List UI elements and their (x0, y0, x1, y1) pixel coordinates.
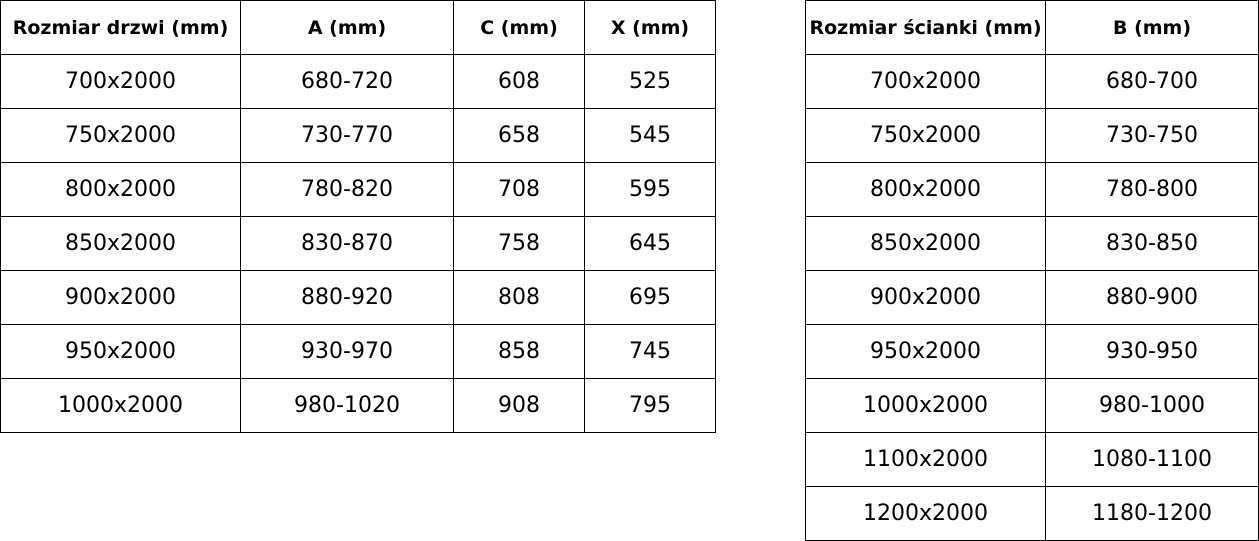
table-cell: 980-1000 (1045, 378, 1259, 433)
column-header: A (mm) (240, 0, 454, 55)
table-row: 800x2000 780-800 (805, 162, 1259, 217)
table-cell: 1180-1200 (1045, 486, 1259, 541)
table-cell: 730-750 (1045, 108, 1259, 163)
table-cell: 780-820 (240, 162, 454, 217)
table-cell: 808 (453, 270, 585, 325)
table-cell: 545 (584, 108, 716, 163)
table-cell: 900x2000 (0, 270, 241, 325)
table-cell: 950x2000 (805, 324, 1046, 379)
table-cell: 595 (584, 162, 716, 217)
table-cell: 850x2000 (0, 216, 241, 271)
table-cell: 830-850 (1045, 216, 1259, 271)
table-row: 700x2000 680-720 608 525 (0, 54, 716, 109)
table-cell: 795 (584, 378, 716, 433)
table-row: 1000x2000 980-1020 908 795 (0, 378, 716, 433)
column-header: X (mm) (584, 0, 716, 55)
table-cell: 745 (584, 324, 716, 379)
table-row: 1200x2000 1180-1200 (805, 486, 1259, 541)
wall-size-table: Rozmiar ścianki (mm) B (mm) 700x2000 680-7… (805, 0, 1259, 541)
table-row: 950x2000 930-970 858 745 (0, 324, 716, 379)
column-header: Rozmiar ścianki (mm) (805, 0, 1046, 55)
table-cell: 950x2000 (0, 324, 241, 379)
table-cell: 758 (453, 216, 585, 271)
table-row: 850x2000 830-850 (805, 216, 1259, 271)
table-cell: 800x2000 (805, 162, 1046, 217)
table-cell: 680-720 (240, 54, 454, 109)
table-cell: 880-920 (240, 270, 454, 325)
table-cell: 708 (453, 162, 585, 217)
table-cell: 850x2000 (805, 216, 1046, 271)
table-cell: 1200x2000 (805, 486, 1046, 541)
table-cell: 780-800 (1045, 162, 1259, 217)
table-cell: 750x2000 (805, 108, 1046, 163)
table-cell: 525 (584, 54, 716, 109)
table-cell: 658 (453, 108, 585, 163)
table-cell: 700x2000 (0, 54, 241, 109)
table-row: 900x2000 880-900 (805, 270, 1259, 325)
table-cell: 900x2000 (805, 270, 1046, 325)
table-cell: 730-770 (240, 108, 454, 163)
table-cell: 1000x2000 (0, 378, 241, 433)
table-row: 750x2000 730-770 658 545 (0, 108, 716, 163)
column-header: B (mm) (1045, 0, 1259, 55)
table-row: 800x2000 780-820 708 595 (0, 162, 716, 217)
table-cell: 858 (453, 324, 585, 379)
table-cell: 695 (584, 270, 716, 325)
table-cell: 930-970 (240, 324, 454, 379)
header-row: Rozmiar ścianki (mm) B (mm) (805, 0, 1259, 55)
table-cell: 880-900 (1045, 270, 1259, 325)
door-size-table: Rozmiar drzwi (mm) A (mm) C (mm) X (mm) 700… (0, 0, 716, 433)
table-cell: 680-700 (1045, 54, 1259, 109)
table-row: 750x2000 730-750 (805, 108, 1259, 163)
table-cell: 800x2000 (0, 162, 241, 217)
table-row: 900x2000 880-920 808 695 (0, 270, 716, 325)
table-row: 700x2000 680-700 (805, 54, 1259, 109)
table-cell: 1080-1100 (1045, 432, 1259, 487)
header-row: Rozmiar drzwi (mm) A (mm) C (mm) X (mm) (0, 0, 716, 55)
table-cell: 1000x2000 (805, 378, 1046, 433)
table-row: 1000x2000 980-1000 (805, 378, 1259, 433)
table-cell: 930-950 (1045, 324, 1259, 379)
table-row: 1100x2000 1080-1100 (805, 432, 1259, 487)
table-cell: 645 (584, 216, 716, 271)
table-cell: 830-870 (240, 216, 454, 271)
table-cell: 750x2000 (0, 108, 241, 163)
column-header: C (mm) (453, 0, 585, 55)
table-cell: 1100x2000 (805, 432, 1046, 487)
table-cell: 980-1020 (240, 378, 454, 433)
table-row: 950x2000 930-950 (805, 324, 1259, 379)
table-row: 850x2000 830-870 758 645 (0, 216, 716, 271)
table-cell: 608 (453, 54, 585, 109)
table-cell: 700x2000 (805, 54, 1046, 109)
table-cell: 908 (453, 378, 585, 433)
column-header: Rozmiar drzwi (mm) (0, 0, 241, 55)
